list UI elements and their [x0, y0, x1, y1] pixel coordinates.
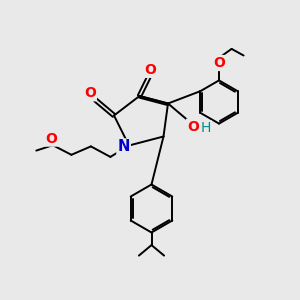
Text: O: O — [213, 56, 225, 70]
Text: O: O — [45, 132, 57, 145]
Text: O: O — [84, 86, 96, 100]
Text: N: N — [117, 140, 130, 154]
Text: H: H — [201, 122, 211, 135]
Text: O: O — [187, 120, 199, 134]
Text: O: O — [145, 63, 157, 77]
